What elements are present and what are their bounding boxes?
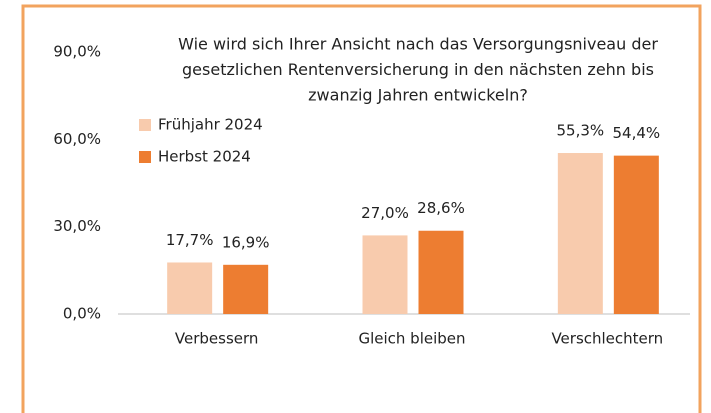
bar xyxy=(223,264,269,314)
bar xyxy=(418,230,464,314)
x-tick-label: Gleich bleiben xyxy=(358,330,465,348)
y-tick-label: 60,0% xyxy=(53,130,101,148)
y-tick-label: 30,0% xyxy=(53,217,101,235)
legend-label: Herbst 2024 xyxy=(158,148,251,166)
value-label: 27,0% xyxy=(361,204,409,222)
bar xyxy=(167,262,213,314)
value-label: 54,4% xyxy=(613,124,661,142)
x-tick-label: Verschlechtern xyxy=(551,330,663,348)
bar xyxy=(557,153,603,314)
legend-swatch xyxy=(139,151,151,163)
chart-title: zwanzig Jahren entwickeln? xyxy=(308,86,528,105)
frame xyxy=(21,4,702,413)
bar xyxy=(362,235,408,314)
value-label: 17,7% xyxy=(166,231,214,249)
legend-label: Frühjahr 2024 xyxy=(158,116,263,134)
legend-swatch xyxy=(139,119,151,131)
chart-title: Wie wird sich Ihrer Ansicht nach das Ver… xyxy=(178,35,658,54)
y-tick-label: 90,0% xyxy=(53,43,101,61)
value-label: 28,6% xyxy=(417,199,465,217)
bar xyxy=(613,155,659,314)
value-label: 16,9% xyxy=(222,233,270,251)
x-tick-label: Verbessern xyxy=(175,330,259,348)
value-label: 55,3% xyxy=(557,122,605,140)
y-tick-label: 0,0% xyxy=(63,305,101,323)
chart-title: gesetzlichen Rentenversicherung in den n… xyxy=(182,60,654,79)
